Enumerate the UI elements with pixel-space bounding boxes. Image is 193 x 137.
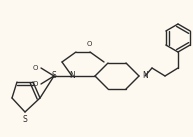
Text: O: O: [86, 41, 92, 47]
Text: O: O: [33, 65, 38, 71]
Text: O: O: [33, 81, 38, 87]
Text: N: N: [69, 72, 75, 81]
Text: S: S: [52, 72, 56, 81]
Text: N: N: [142, 72, 148, 81]
Text: S: S: [23, 115, 27, 123]
